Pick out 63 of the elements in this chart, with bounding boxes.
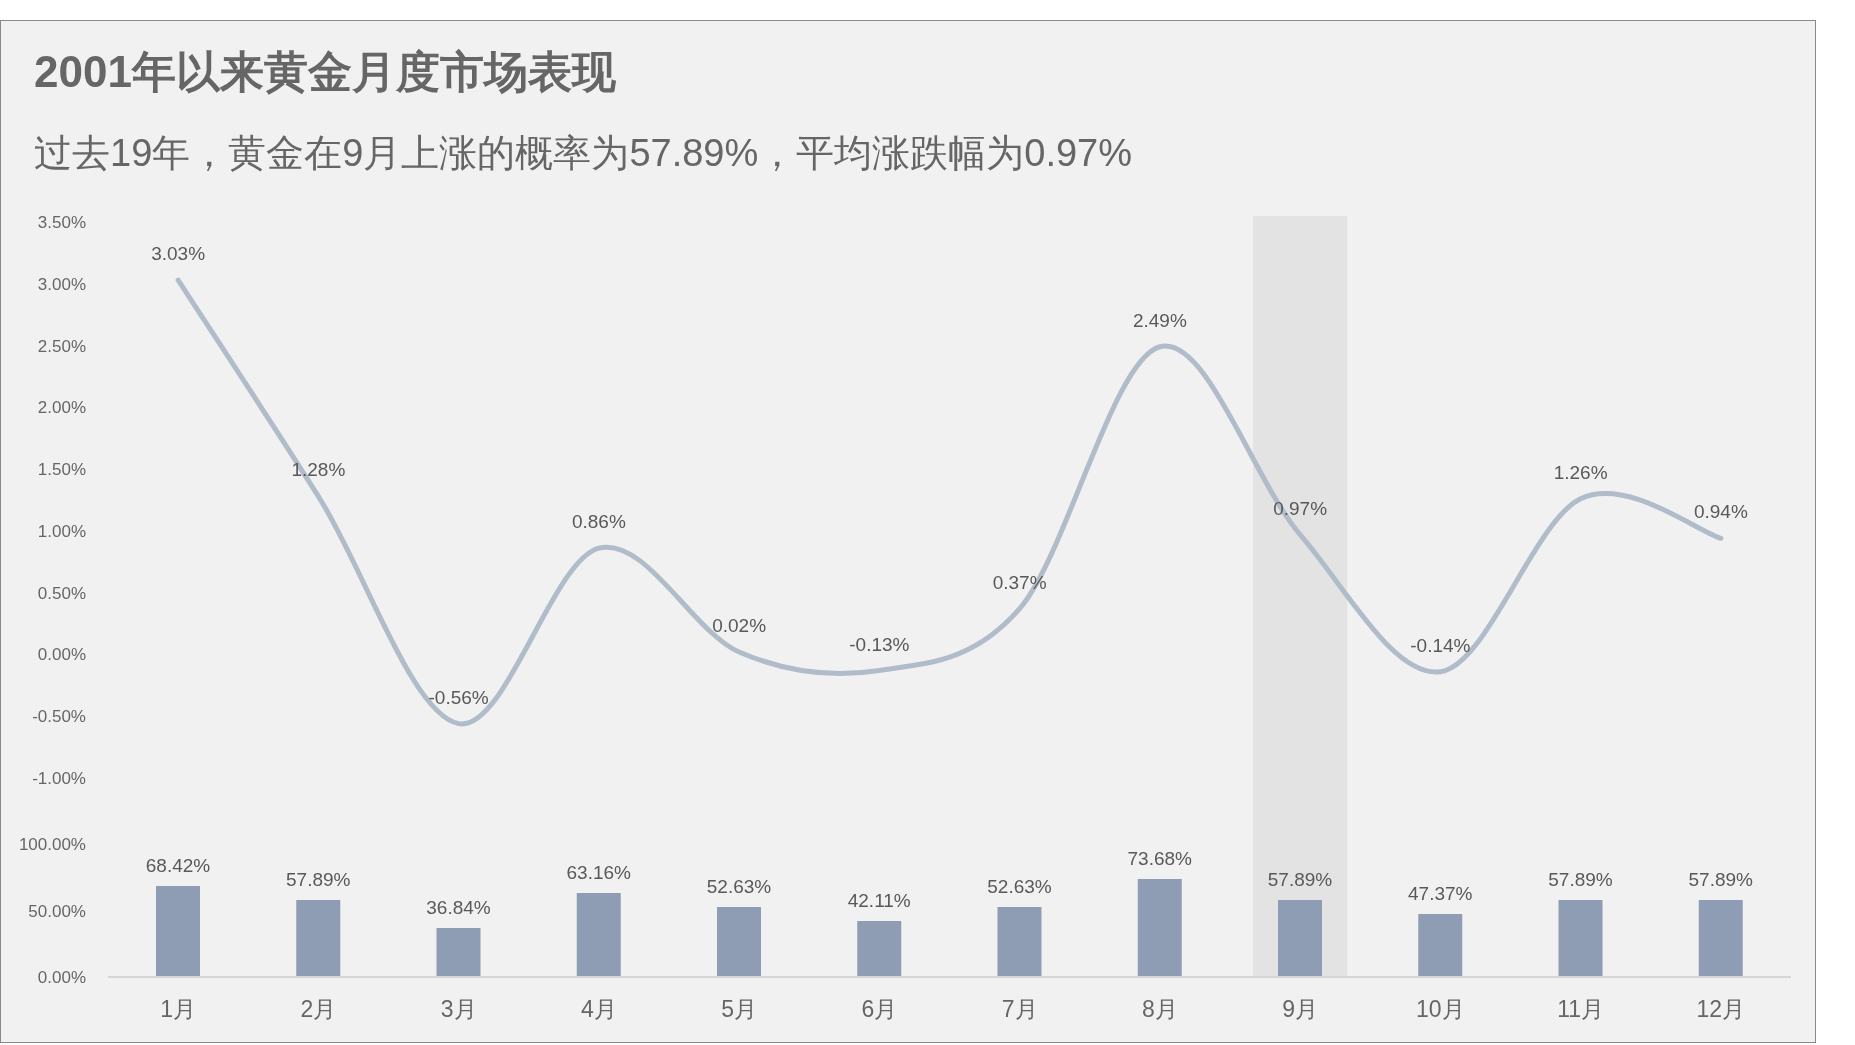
data-label: 1.26% xyxy=(1553,461,1608,483)
bar xyxy=(1418,914,1463,977)
data-label: 0.86% xyxy=(571,511,626,533)
data-label: -0.14% xyxy=(1410,634,1471,656)
bar xyxy=(1137,879,1182,977)
x-tick-label: 7月 xyxy=(1001,996,1038,1023)
x-tick-label: 10月 xyxy=(1416,996,1465,1023)
bar xyxy=(1698,900,1743,977)
bar xyxy=(997,907,1042,977)
y-tick-label: 1.00% xyxy=(37,521,86,541)
y-tick-label: 0.00% xyxy=(37,968,86,988)
data-label: 1.28% xyxy=(291,459,346,481)
data-label: 42.11% xyxy=(847,889,911,911)
bar xyxy=(717,907,761,977)
data-label: 0.37% xyxy=(992,571,1047,593)
y-tick-label: 3.50% xyxy=(37,213,86,233)
y-tick-label: 2.00% xyxy=(37,398,86,418)
x-tick-label: 9月 xyxy=(1282,996,1319,1023)
x-tick-label: 11月 xyxy=(1557,996,1605,1023)
y-tick-label: -0.50% xyxy=(32,707,86,727)
chart-subtitle: 过去19年，黄金在9月上涨的概率为57.89%，平均涨跌幅为0.97% xyxy=(34,131,1133,176)
chart-title: 2001年以来黄金月度市场表现 xyxy=(34,46,616,98)
data-label: 0.97% xyxy=(1273,497,1328,519)
x-tick-label: 5月 xyxy=(721,996,758,1023)
data-label: 57.89% xyxy=(286,869,351,891)
y-tick-label: 50.00% xyxy=(28,901,86,921)
y-tick-label: 100.00% xyxy=(18,835,86,855)
data-label: 68.42% xyxy=(145,855,211,876)
x-tick-label: 3月 xyxy=(440,996,477,1023)
data-label: 52.63% xyxy=(987,876,1052,897)
x-tick-label: 4月 xyxy=(580,996,617,1023)
data-label: 52.63% xyxy=(706,876,772,897)
data-label: 3.03% xyxy=(151,243,206,265)
bar xyxy=(1278,900,1322,977)
x-tick-label: 12月 xyxy=(1696,996,1746,1023)
y-tick-label: 1.50% xyxy=(37,460,86,480)
x-tick-label: 1月 xyxy=(160,996,197,1023)
bar xyxy=(1558,900,1603,977)
x-tick-label: 6月 xyxy=(861,996,898,1023)
y-tick-label: 3.00% xyxy=(37,274,86,294)
data-label: 57.89% xyxy=(1688,869,1754,891)
data-label: -0.13% xyxy=(849,633,910,655)
data-label: 57.89% xyxy=(1267,869,1333,891)
y-tick-label: 2.50% xyxy=(37,336,86,356)
data-label: 0.94% xyxy=(1693,501,1748,523)
y-tick-label: 0.00% xyxy=(37,645,86,665)
data-label: 63.16% xyxy=(566,862,632,883)
data-label: 2.49% xyxy=(1132,309,1187,331)
bar xyxy=(296,900,341,977)
y-tick-label: -1.00% xyxy=(32,769,86,789)
bar xyxy=(156,886,200,977)
data-label: -0.56% xyxy=(428,686,489,708)
bar xyxy=(857,920,902,977)
data-label: 47.37% xyxy=(1408,883,1473,904)
data-label: 0.02% xyxy=(712,614,767,636)
data-label: 57.89% xyxy=(1548,869,1613,891)
data-label: 73.68% xyxy=(1127,848,1193,870)
y-tick-label: 0.50% xyxy=(37,583,86,603)
x-tick-label: 8月 xyxy=(1141,996,1178,1023)
x-tick-label: 2月 xyxy=(300,996,337,1023)
bar xyxy=(576,893,621,977)
data-label: 36.84% xyxy=(426,897,491,918)
bar xyxy=(436,928,481,977)
